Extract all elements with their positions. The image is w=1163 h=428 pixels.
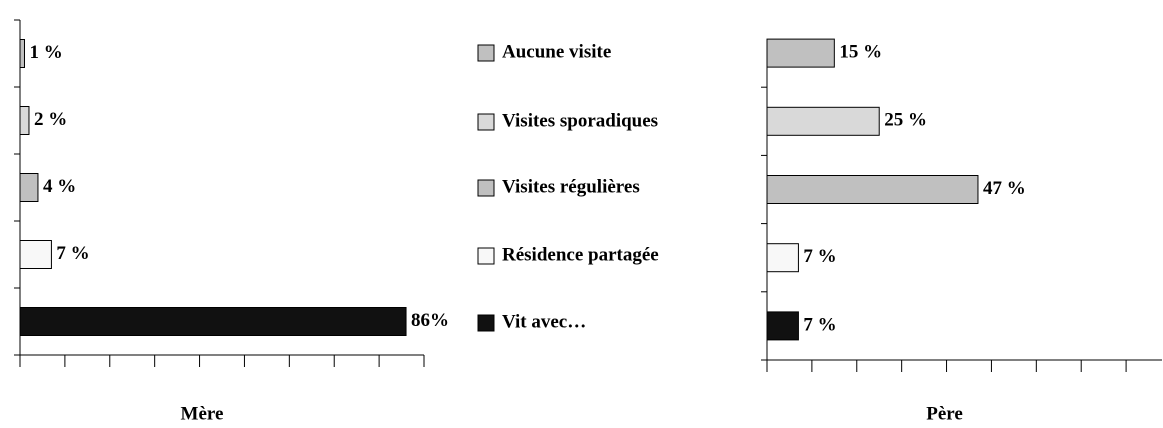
value-label: 7 % xyxy=(56,243,89,264)
bar xyxy=(766,311,799,341)
chart-title: Père xyxy=(926,403,963,424)
legend-label: Vit avec… xyxy=(502,311,586,332)
bar xyxy=(19,39,25,68)
legend-label: Aucune visite xyxy=(502,41,611,62)
value-label: 1 % xyxy=(29,42,62,63)
value-label: 2 % xyxy=(34,109,67,130)
value-label: 47 % xyxy=(983,178,1026,199)
legend-swatch xyxy=(477,179,495,197)
value-label: 4 % xyxy=(43,176,76,197)
legend-swatch xyxy=(477,314,495,332)
legend-swatch xyxy=(477,247,495,265)
legend-label: Visites sporadiques xyxy=(502,110,658,131)
value-label: 15 % xyxy=(839,41,882,62)
value-label: 7 % xyxy=(803,314,836,335)
bar xyxy=(766,175,979,204)
bar xyxy=(19,106,30,135)
bar xyxy=(19,307,407,336)
legend-swatch xyxy=(477,113,495,131)
value-label: 86% xyxy=(411,310,449,331)
value-label: 25 % xyxy=(884,110,927,131)
bar xyxy=(19,173,39,202)
chart-title: Mère xyxy=(181,403,224,424)
bar xyxy=(766,38,835,68)
bar xyxy=(19,240,52,269)
value-label: 7 % xyxy=(803,246,836,267)
legend-label: Visites régulières xyxy=(502,176,640,197)
bar xyxy=(766,106,880,136)
bar xyxy=(766,243,799,273)
legend-label: Résidence partagée xyxy=(502,244,659,265)
legend-swatch xyxy=(477,44,495,62)
